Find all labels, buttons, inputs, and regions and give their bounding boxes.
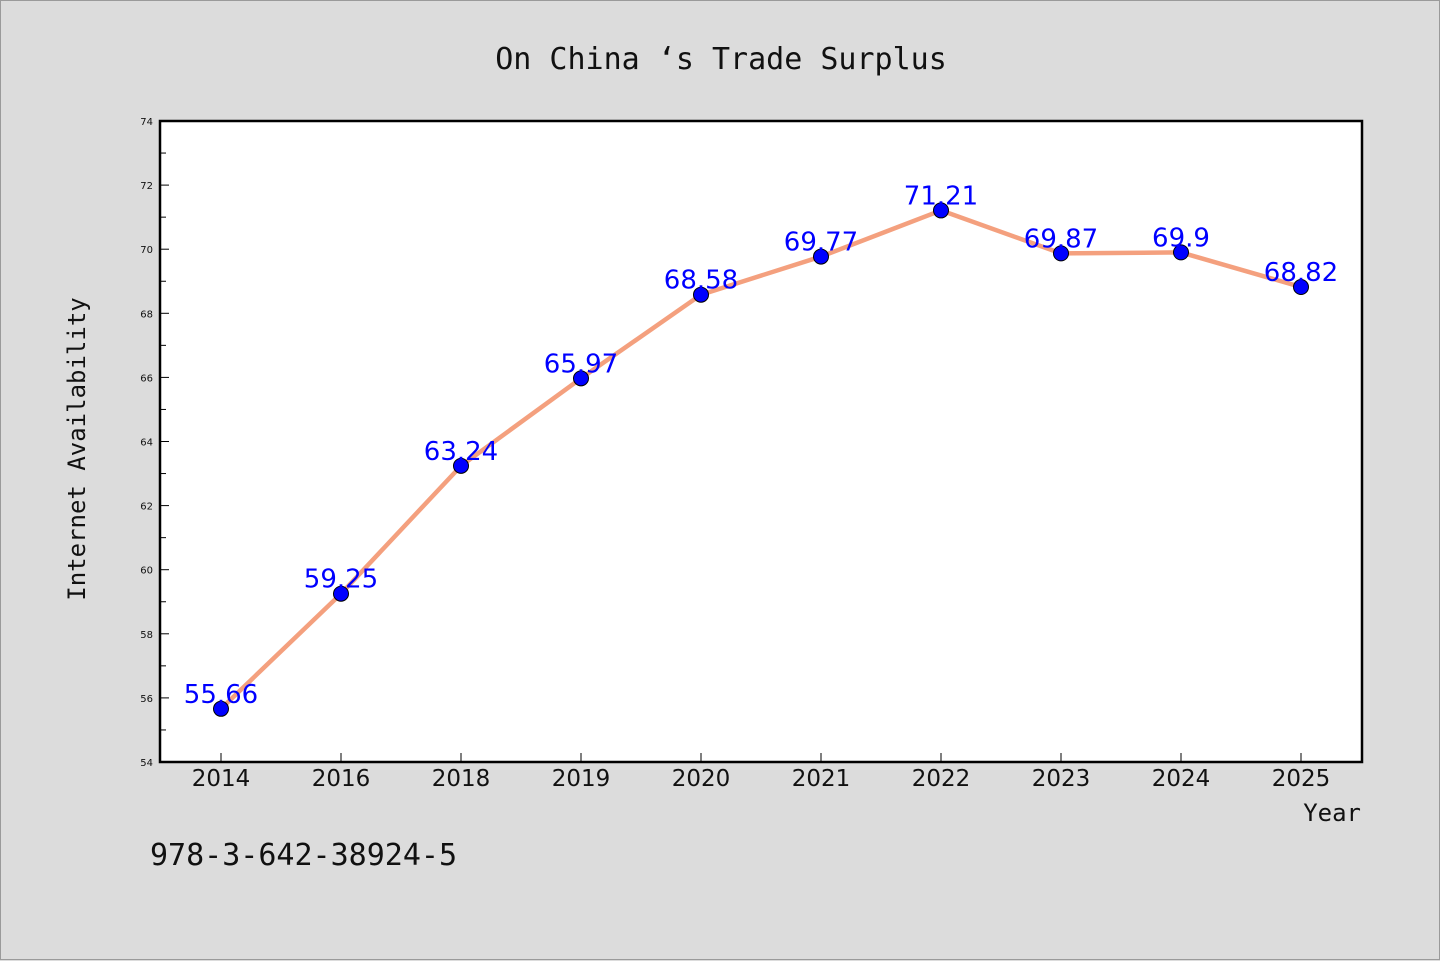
x-tick-label: 2020 <box>672 766 731 792</box>
x-tick-label: 2016 <box>312 766 371 792</box>
series-group: 55.66 59.25 63.24 65.97 68.58 69.77 71.21 69.87… <box>184 181 1338 717</box>
x-tick-label: 2025 <box>1272 766 1331 792</box>
x-tick-label: 2024 <box>1152 766 1211 792</box>
data-label: 69.77 <box>784 228 858 258</box>
y-tick-label: 64 <box>140 438 153 449</box>
y-tick-label: 58 <box>140 630 153 641</box>
x-axis-label: Year <box>1303 799 1361 827</box>
y-tick-label: 72 <box>140 181 153 192</box>
x-tick-label: 2014 <box>192 766 251 792</box>
data-point <box>813 248 829 265</box>
y-tick-label: 54 <box>140 758 153 769</box>
y-axis-label: Internet Availability <box>63 297 91 600</box>
y-tick-label: 66 <box>140 373 153 384</box>
data-point <box>933 202 949 219</box>
data-point <box>1173 244 1189 261</box>
x-tick-label: 2021 <box>792 766 851 792</box>
y-tick-label: 70 <box>140 245 153 256</box>
plot-area <box>158 119 1364 764</box>
chart-title: On China ‘s Trade Surplus <box>495 42 947 77</box>
y-tick-label: 62 <box>140 502 153 513</box>
x-tick-label: 2023 <box>1032 766 1091 792</box>
x-tick-label: 2022 <box>912 766 971 792</box>
data-label: 71.21 <box>904 181 978 211</box>
data-label: 55.66 <box>184 680 258 710</box>
y-tick-label: 56 <box>140 694 153 705</box>
data-point <box>1053 245 1069 262</box>
data-label: 68.58 <box>664 266 738 296</box>
x-axis: 2014 2016 2018 2019 2020 2021 2022 2023 2024 2025 <box>192 753 1331 792</box>
data-label: 63.24 <box>424 437 498 467</box>
data-point <box>213 700 229 717</box>
x-tick-label: 2019 <box>552 766 611 792</box>
y-tick-label: 60 <box>140 566 153 577</box>
data-label: 59.25 <box>304 565 378 595</box>
y-tick-label: 74 <box>140 117 153 128</box>
footnote-isbn: 978-3-642-38924-5 <box>150 838 457 873</box>
data-point <box>693 286 709 303</box>
data-label: 69.87 <box>1024 224 1098 254</box>
data-label: 65.97 <box>544 349 618 379</box>
data-point <box>333 585 349 602</box>
series-line <box>218 208 1304 712</box>
data-point <box>573 370 589 387</box>
data-label: 69.9 <box>1152 223 1210 253</box>
y-axis: 54 56 58 60 62 64 66 68 70 72 74 <box>140 117 169 769</box>
x-tick-label: 2018 <box>432 766 491 792</box>
data-label: 68.82 <box>1264 258 1338 288</box>
data-point <box>1293 279 1309 296</box>
data-point <box>453 457 469 474</box>
y-tick-label: 68 <box>140 309 153 320</box>
